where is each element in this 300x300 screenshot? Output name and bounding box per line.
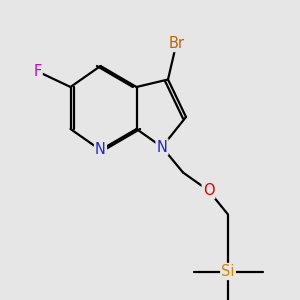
Text: Si: Si [221, 264, 235, 279]
Text: F: F [33, 64, 42, 79]
Text: N: N [157, 140, 167, 154]
Text: O: O [203, 183, 214, 198]
Text: Br: Br [168, 36, 184, 51]
Text: N: N [95, 142, 106, 158]
